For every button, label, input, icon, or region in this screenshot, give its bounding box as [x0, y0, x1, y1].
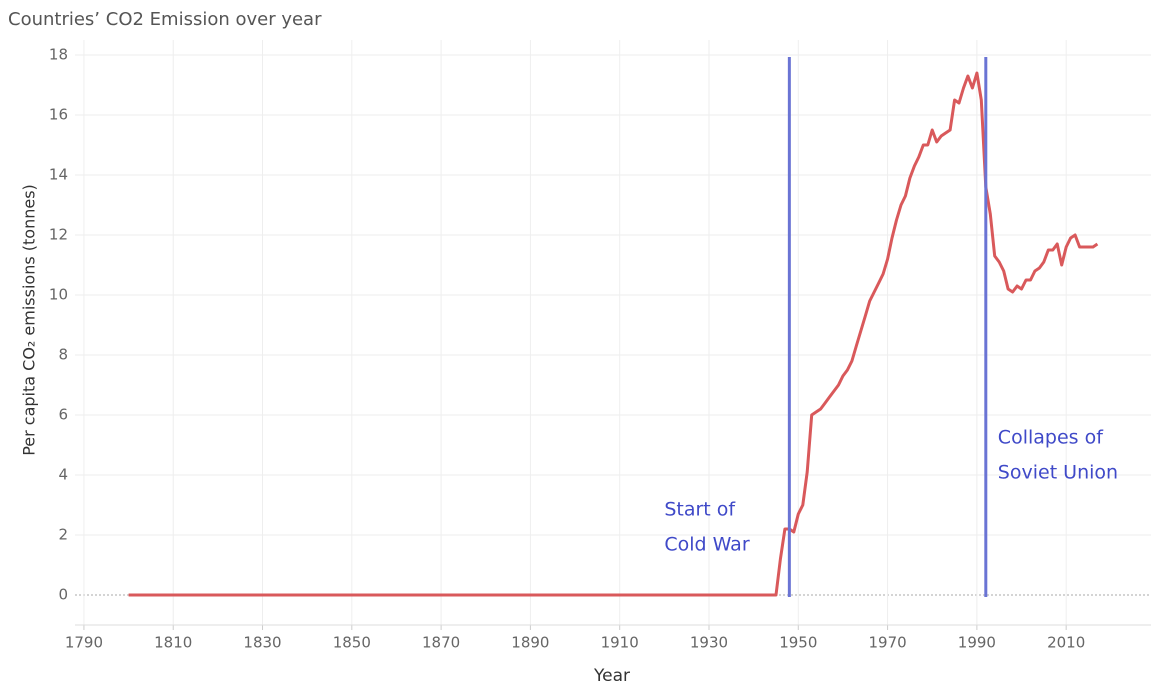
- y-tick-label: 8: [58, 346, 68, 364]
- y-tick-label: 18: [49, 46, 68, 64]
- x-tick-label: 1830: [243, 634, 281, 652]
- annotation: Cold War: [664, 534, 749, 556]
- chart-title: Countries’ CO2 Emission over year: [8, 9, 322, 30]
- y-tick-label: 2: [58, 526, 68, 544]
- y-tick-label: 12: [49, 226, 68, 244]
- y-tick-label: 4: [58, 466, 68, 484]
- y-tick-label: 14: [49, 166, 68, 184]
- y-tick-label: 16: [49, 106, 68, 124]
- x-tick-label: 1990: [958, 634, 996, 652]
- annotation: Start of: [664, 499, 736, 521]
- annotation: Soviet Union: [998, 462, 1118, 484]
- x-tick-label: 1790: [65, 634, 103, 652]
- x-tick-label: 1970: [868, 634, 906, 652]
- x-tick-label: 1850: [333, 634, 371, 652]
- y-tick-label: 0: [58, 586, 68, 604]
- y-axis-label: Per capita CO₂ emissions (tonnes): [20, 184, 39, 456]
- x-tick-label: 1890: [511, 634, 549, 652]
- y-tick-label: 6: [58, 406, 68, 424]
- y-tick-label: 10: [49, 286, 68, 304]
- x-tick-label: 1930: [690, 634, 728, 652]
- x-tick-label: 1910: [601, 634, 639, 652]
- x-tick-label: 1950: [779, 634, 817, 652]
- annotation: Collapes of: [998, 427, 1104, 449]
- x-axis-label: Year: [593, 666, 630, 686]
- data-line: [128, 71, 1099, 597]
- x-tick-label: 1870: [422, 634, 460, 652]
- x-tick-label: 2010: [1047, 634, 1085, 652]
- x-tick-label: 1810: [154, 634, 192, 652]
